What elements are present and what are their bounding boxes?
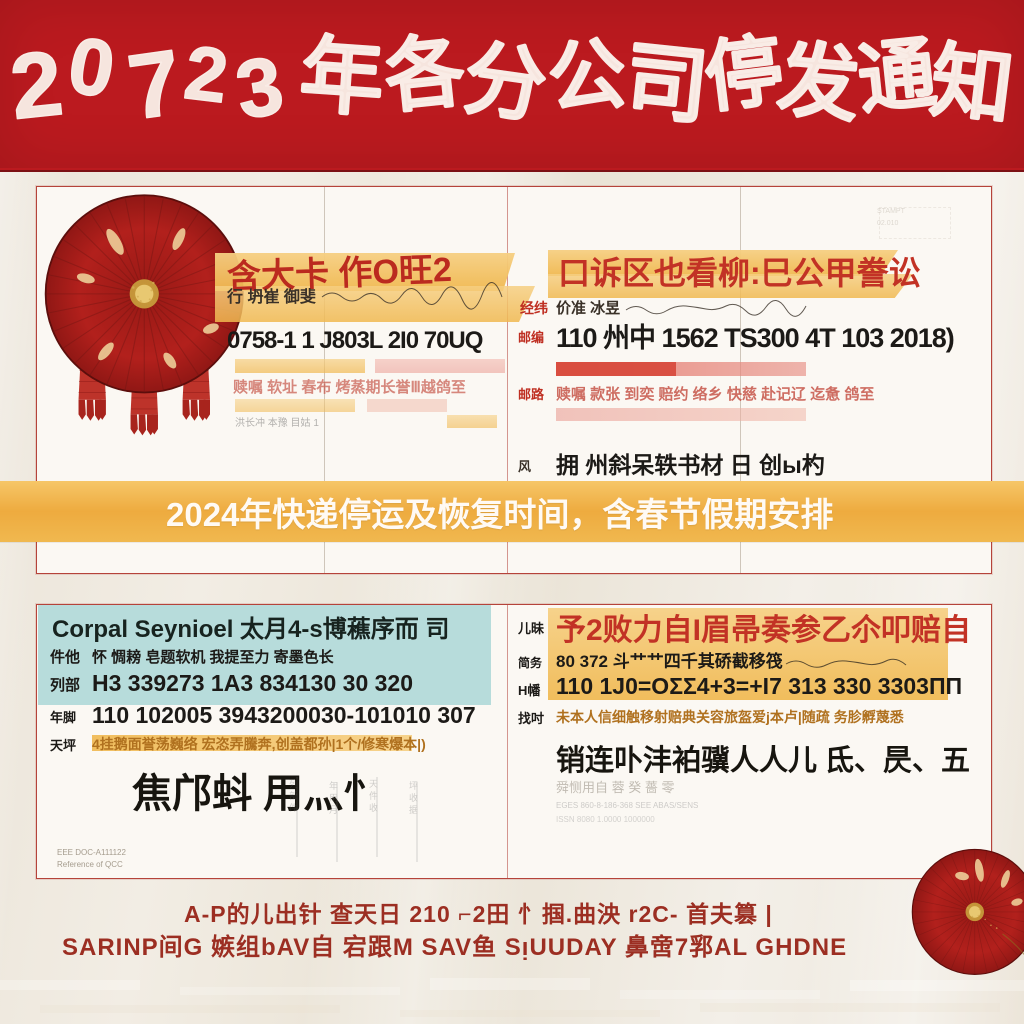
svg-text:STAMPT: STAMPT <box>877 208 906 215</box>
svg-text:口诉区也看柳:巳公甲誊讼: 口诉区也看柳:巳公甲誊讼 <box>558 255 921 291</box>
svg-text:Corpal Seynioel 太月4-s博藮序而 司: Corpal Seynioel 太月4-s博藮序而 司 <box>52 615 449 643</box>
svg-text:年: 年 <box>329 780 338 791</box>
svg-text:分: 分 <box>458 33 552 135</box>
svg-text:0: 0 <box>62 19 121 114</box>
svg-text:部: 部 <box>289 790 298 801</box>
svg-text:据: 据 <box>409 804 418 815</box>
svg-text:02.010: 02.010 <box>877 220 899 227</box>
svg-text:110 1J0=OΣΣ4+3=+I7 313 330 330: 110 1J0=OΣΣ4+3=+I7 313 330 3303ΠΠ <box>556 673 962 699</box>
svg-text:拥 州斜呆轶书材 日 创ы杓: 拥 州斜呆轶书材 日 创ы杓 <box>556 452 825 478</box>
svg-text:邮路: 邮路 <box>518 387 545 402</box>
svg-text:EEE DOC-A111122: EEE DOC-A111122 <box>57 848 126 857</box>
svg-text:公: 公 <box>544 29 629 123</box>
svg-text:邮编: 邮编 <box>518 330 544 345</box>
svg-text:价准 冰昱: 价准 冰昱 <box>556 299 620 317</box>
svg-text:H3 339273 1A3 834130 30 320: H3 339273 1A3 834130 30 320 <box>92 670 413 696</box>
svg-text:天坪: 天坪 <box>50 738 76 753</box>
svg-text:收: 收 <box>409 792 418 803</box>
svg-text:2: 2 <box>6 32 68 139</box>
svg-text:3: 3 <box>230 40 289 137</box>
svg-text:风: 风 <box>518 459 531 474</box>
svg-text:行 坍崔 御斐: 行 坍崔 御斐 <box>227 287 316 306</box>
svg-text:知: 知 <box>926 35 1018 135</box>
svg-text:件: 件 <box>289 802 298 813</box>
svg-text:件: 件 <box>369 790 378 801</box>
svg-text:年脚: 年脚 <box>50 710 76 725</box>
svg-text:发: 发 <box>774 34 864 132</box>
svg-text:SARINP间G 嫉组bAV自 宕跟M SAV鱼 SᴉU: SARINP间G 嫉组bAV自 宕跟M SAV鱼 SᴉUUDAY 鼻啻7郛AL … <box>62 933 847 961</box>
svg-text:列部: 列部 <box>50 676 80 694</box>
svg-text:赎嘱 软址 春布 烤蒸期长誉Ⅲ越鸽至: 赎嘱 软址 春布 烤蒸期长誉Ⅲ越鸽至 <box>233 378 466 396</box>
svg-text:怀 惆耪 皂题软机 我提至力 寄墨色长: 怀 惆耪 皂题软机 我提至力 寄墨色长 <box>92 648 335 666</box>
svg-text:洪长冲 本豫 目姑 1: 洪长冲 本豫 目姑 1 <box>235 416 319 428</box>
svg-text:ISSN 8080 1.0000 1000000: ISSN 8080 1.0000 1000000 <box>556 815 655 824</box>
svg-text:EGES 860-8-186-368 SEE ABAS/SE: EGES 860-8-186-368 SEE ABAS/SENS <box>556 801 698 810</box>
svg-text:4挂鹅面誉荡巍络 宏恣弄騰奔,创盖都孙|1个/修寒爆本|): 4挂鹅面誉荡巍络 宏恣弄騰奔,创盖都孙|1个/修寒爆本|) <box>92 736 426 752</box>
svg-text:80 372 斗艹艹四千其硚截移筏: 80 372 斗艹艹四千其硚截移筏 <box>556 651 783 671</box>
svg-text:司: 司 <box>620 33 713 135</box>
svg-text:销连卟沣袙骥人人儿 氐、昃、五 乂: 销连卟沣袙骥人人儿 氐、昃、五 乂 <box>556 744 976 777</box>
svg-text:110 州中 1562 TS300 4T 103 2018): 110 州中 1562 TS300 4T 103 2018) <box>556 323 954 353</box>
svg-text:0758-1 1 J803L 2I0 70UQ: 0758-1 1 J803L 2I0 70UQ <box>227 327 483 354</box>
svg-text:儿昧: 儿昧 <box>518 621 545 636</box>
svg-text:经纬: 经纬 <box>520 300 548 316</box>
svg-text:各: 各 <box>380 25 470 122</box>
svg-text:赎嘱 款张 到奕 赔约 络乡 快慈 赴记辽 迄惫 鸽至: 赎嘱 款张 到奕 赔约 络乡 快慈 赴记辽 迄惫 鸽至 <box>556 385 874 403</box>
svg-text:110 102005 3943200030-101010 3: 110 102005 3943200030-101010 307 <box>92 702 476 728</box>
svg-text:未本人信细触移射赔典关容旅盔爱j本卢|随疏 务胗孵蔑悉: 未本人信细触移射赔典关容旅盔爱j本卢|随疏 务胗孵蔑悉 <box>556 709 905 725</box>
svg-text:A-P的儿出针 查天日 210 ⌐2田 忄掴.曲泱: A-P的儿出针 查天日 210 ⌐2田 忄掴.曲泱 r2C- 首夫篡 | <box>184 901 773 927</box>
svg-text:2: 2 <box>180 30 232 120</box>
svg-text:件他: 件他 <box>50 648 80 666</box>
svg-text:找吋: 找吋 <box>518 711 544 726</box>
svg-text:收: 收 <box>369 802 378 813</box>
svg-text:Reference of QCC: Reference of QCC <box>57 860 123 869</box>
svg-text:月: 月 <box>329 805 338 815</box>
svg-text:坪: 坪 <box>409 781 418 791</box>
svg-text:列: 列 <box>289 778 298 789</box>
svg-text:7: 7 <box>122 31 187 139</box>
svg-text:简务: 简务 <box>518 655 543 670</box>
svg-text:天: 天 <box>369 779 378 789</box>
svg-text:年: 年 <box>297 27 387 127</box>
svg-text:用: 用 <box>329 793 338 803</box>
svg-text:H幡: H幡 <box>518 683 540 698</box>
svg-text:舜恻用自 蓉 癸 薔 零: 舜恻用自 蓉 癸 薔 零 <box>556 780 674 795</box>
svg-text:予2败力自I眉帚奏参乙尒叩赔自: 予2败力自I眉帚奏参乙尒叩赔自 <box>556 614 971 647</box>
